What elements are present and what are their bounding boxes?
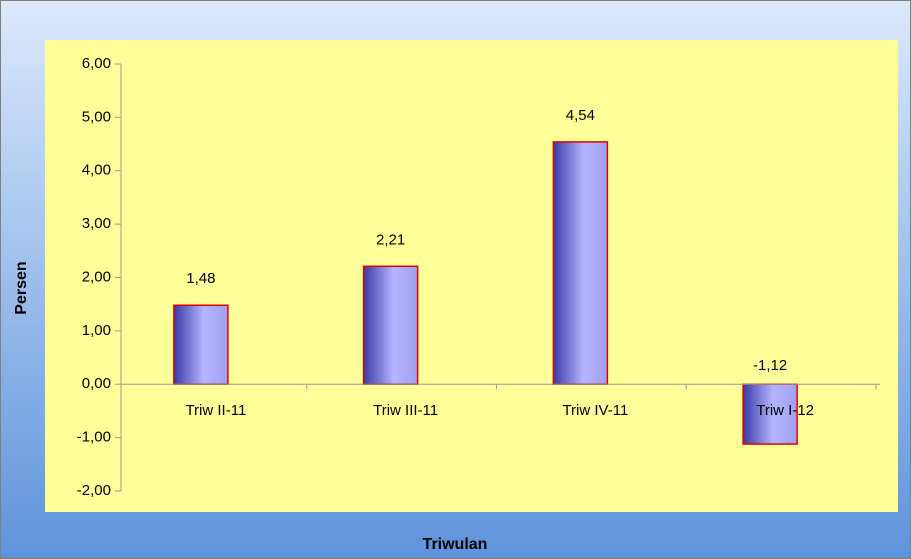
x-tick-label: Triw I-12 — [756, 402, 814, 419]
y-tick-label: 0,00 — [82, 375, 111, 392]
x-axis-title: Triwulan — [423, 536, 488, 553]
value-label: 4,54 — [566, 107, 595, 124]
x-tick-label: Triw IV-11 — [562, 402, 628, 419]
x-tick-label: Triw III-11 — [373, 402, 438, 419]
y-tick-label: 6,00 — [82, 55, 111, 72]
y-tick-label: -1,00 — [77, 429, 111, 446]
y-tick-label: 4,00 — [82, 162, 111, 179]
y-tick-label: 2,00 — [82, 268, 111, 285]
y-tick-label: 3,00 — [82, 215, 111, 232]
y-tick-label: -2,00 — [77, 482, 111, 499]
bar — [552, 141, 609, 385]
bar — [742, 383, 798, 445]
bar — [173, 304, 229, 386]
bar — [362, 265, 419, 386]
value-label: 2,21 — [376, 231, 405, 248]
y-axis-title: Persen — [13, 261, 30, 314]
x-tick-label: Triw II-11 — [185, 402, 246, 419]
value-label: 1,48 — [186, 270, 215, 287]
y-tick-label: 1,00 — [82, 322, 111, 339]
y-tick-label: 5,00 — [82, 108, 111, 125]
value-label: -1,12 — [753, 357, 787, 374]
